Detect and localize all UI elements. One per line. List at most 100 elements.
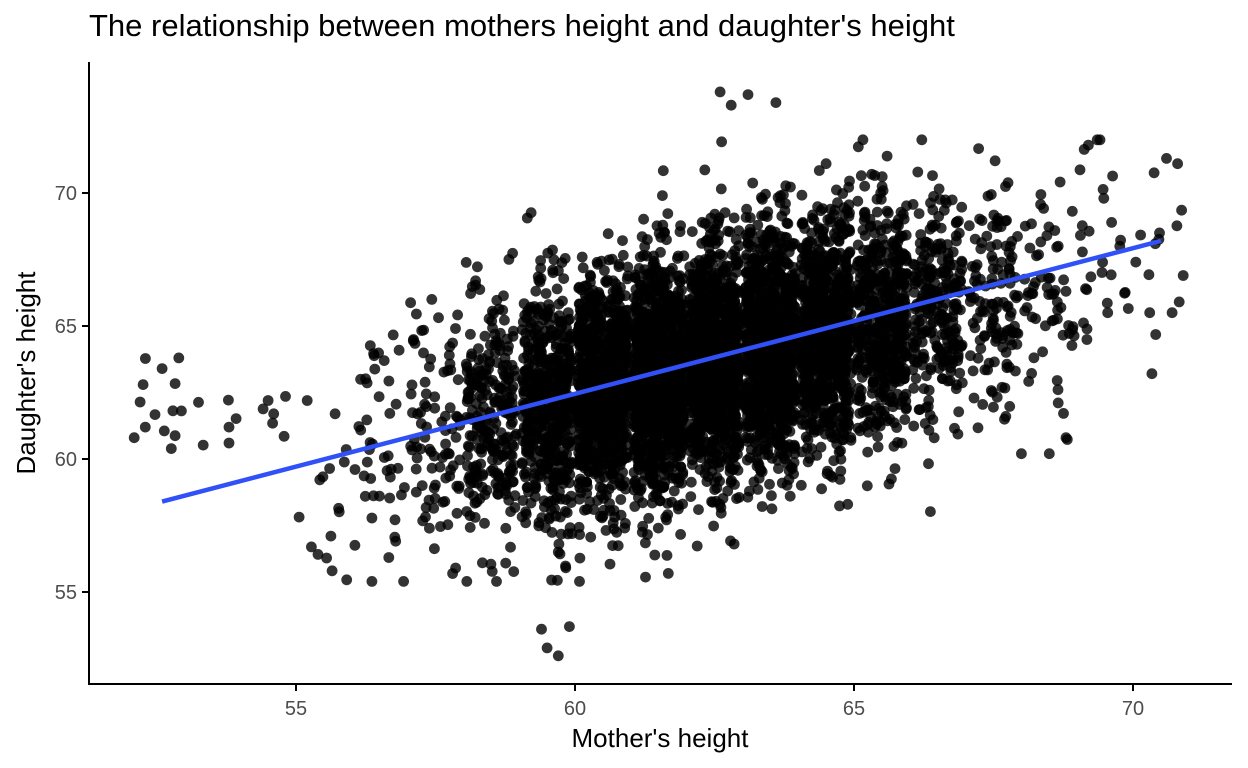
data-point — [707, 258, 718, 270]
data-point — [366, 576, 378, 587]
data-point — [643, 311, 655, 322]
data-point — [535, 262, 547, 274]
data-point — [535, 471, 547, 482]
data-point — [617, 466, 628, 478]
data-point — [664, 356, 676, 368]
data-point — [602, 433, 614, 445]
data-point — [708, 314, 720, 326]
data-point — [684, 320, 695, 332]
data-point — [600, 525, 612, 536]
data-point — [487, 322, 498, 334]
data-point — [472, 261, 483, 273]
data-point — [744, 227, 756, 239]
data-point — [596, 255, 607, 267]
data-point — [479, 330, 491, 342]
data-point — [719, 207, 731, 219]
data-point — [658, 414, 670, 426]
data-point — [542, 452, 554, 464]
data-point — [176, 405, 187, 417]
data-point — [698, 280, 710, 292]
data-point — [668, 307, 680, 318]
data-point — [410, 463, 422, 475]
data-point — [502, 374, 514, 385]
data-point — [576, 328, 588, 340]
data-point — [169, 378, 181, 389]
data-point — [428, 450, 440, 462]
data-point — [470, 275, 481, 287]
data-point — [602, 228, 614, 240]
data-point — [443, 349, 455, 361]
data-point — [411, 452, 423, 464]
data-point — [604, 418, 615, 430]
data-point — [574, 529, 585, 540]
data-point — [489, 392, 500, 404]
data-point — [477, 557, 488, 569]
data-point — [423, 361, 435, 373]
data-point — [650, 439, 662, 451]
data-point — [579, 280, 591, 292]
data-point — [601, 410, 613, 422]
data-point — [489, 443, 501, 455]
data-point — [640, 537, 651, 549]
data-point — [501, 445, 513, 457]
data-point — [688, 403, 700, 414]
data-point — [676, 284, 687, 296]
data-point — [406, 379, 418, 391]
data-point — [450, 323, 461, 334]
data-point — [640, 398, 652, 410]
data-point — [616, 369, 628, 381]
data-point — [696, 216, 708, 228]
data-point — [610, 455, 622, 467]
data-point — [668, 485, 680, 497]
data-point — [525, 207, 537, 219]
data-point — [585, 322, 597, 334]
data-point — [629, 501, 641, 512]
data-point — [383, 375, 395, 387]
data-point — [640, 341, 652, 352]
data-point — [429, 391, 441, 403]
data-point — [710, 295, 722, 306]
data-point — [693, 504, 704, 515]
data-point — [577, 309, 589, 320]
data-point — [648, 257, 659, 269]
data-point — [509, 490, 521, 502]
data-point — [545, 482, 557, 494]
data-point — [426, 462, 438, 474]
data-point — [684, 445, 696, 457]
data-point — [711, 482, 723, 494]
data-point — [584, 357, 595, 369]
data-point — [742, 491, 754, 503]
data-point — [280, 391, 291, 402]
data-point — [361, 456, 373, 468]
data-point — [536, 403, 548, 414]
data-point — [495, 427, 507, 438]
data-point — [607, 468, 619, 480]
data-point — [675, 529, 686, 540]
data-point — [633, 464, 645, 475]
data-point — [519, 309, 531, 321]
data-point — [589, 412, 600, 424]
data-point — [574, 473, 586, 485]
data-point — [780, 198, 791, 210]
data-point — [312, 549, 324, 560]
data-point — [720, 260, 732, 272]
data-point — [415, 418, 427, 429]
data-point — [550, 414, 562, 425]
data-point — [169, 430, 181, 442]
data-point — [488, 308, 499, 319]
data-point — [756, 501, 768, 512]
data-point — [747, 416, 759, 428]
data-point — [293, 511, 305, 523]
data-point — [516, 457, 528, 468]
data-point — [492, 454, 504, 466]
data-point — [541, 311, 552, 323]
data-point — [563, 477, 575, 489]
data-point — [684, 343, 695, 354]
data-point — [636, 425, 647, 436]
data-point — [533, 350, 545, 362]
data-point — [443, 447, 454, 459]
data-point — [689, 333, 701, 345]
data-point — [398, 576, 409, 587]
data-point — [197, 439, 209, 451]
data-point — [561, 371, 573, 383]
